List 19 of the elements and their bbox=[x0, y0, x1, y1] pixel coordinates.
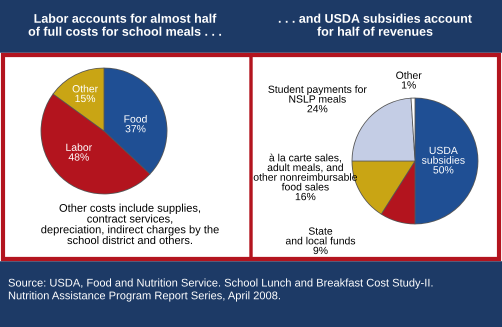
data-label: 9% bbox=[313, 246, 328, 254]
data-label: 37% bbox=[125, 124, 146, 132]
slice-label: Other bbox=[396, 71, 422, 79]
data-label: 50% bbox=[433, 166, 454, 174]
chart-title: Labor accounts for almost half of full costs for school meals . . . bbox=[28, 14, 222, 36]
slice-label: State and local funds bbox=[286, 227, 356, 244]
data-label: 24% bbox=[307, 105, 328, 112]
text: Other costs include supplies, contract services, depreciation, indirect charges by the school district and others. bbox=[41, 204, 219, 244]
chart-title: . . . and USDA subsidies account for half of revenues bbox=[278, 14, 472, 36]
slice-label: Food bbox=[124, 114, 147, 123]
data-label: 15% bbox=[75, 94, 96, 102]
data-label: 48% bbox=[68, 153, 89, 161]
slice-label: Labor bbox=[66, 143, 92, 151]
source-note: Source: USDA, Food and Nutrition Service. School Lunch and Breakfast Cost Study-II. Nutrition Assistance Program Report Series, April 2008. bbox=[8, 278, 433, 302]
slice-label: Other bbox=[72, 84, 98, 92]
slice-label: Student payments for NSLP meals bbox=[268, 85, 367, 103]
data-label: 16% bbox=[296, 192, 316, 200]
slice-label: USDA subsidies bbox=[422, 146, 465, 164]
data-label: 1% bbox=[402, 81, 416, 89]
